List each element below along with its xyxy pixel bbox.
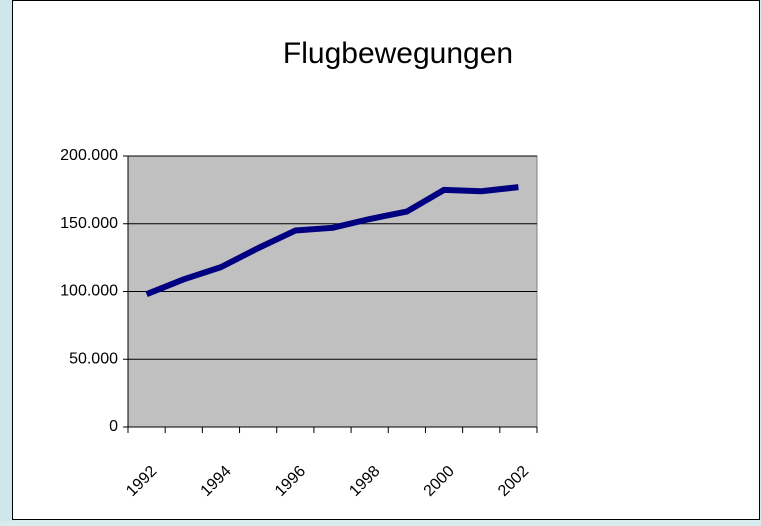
side-strip <box>0 0 14 521</box>
y-tick-label: 50.000 <box>69 350 118 367</box>
y-tick-label: 200.000 <box>60 147 118 164</box>
y-tick-label: 100.000 <box>60 283 118 300</box>
chart-title: Flugbewegungen <box>283 37 513 70</box>
y-tick-label: 0 <box>109 418 118 435</box>
y-tick-label: 150.000 <box>60 215 118 232</box>
line-series <box>145 184 519 297</box>
